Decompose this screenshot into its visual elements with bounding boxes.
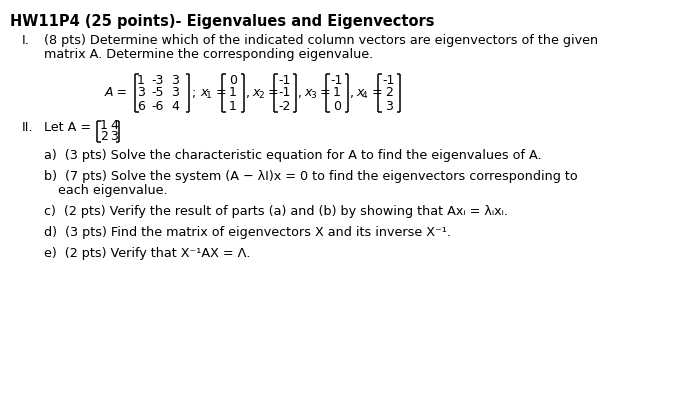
Text: ,: , xyxy=(350,87,354,100)
Text: x: x xyxy=(252,87,260,100)
Text: 4: 4 xyxy=(110,119,118,132)
Text: 1: 1 xyxy=(229,100,237,113)
Text: -3: -3 xyxy=(152,74,164,87)
Text: each eigenvalue.: each eigenvalue. xyxy=(58,184,167,197)
Text: 3: 3 xyxy=(171,87,179,100)
Text: -1: -1 xyxy=(331,74,343,87)
Text: =: = xyxy=(264,87,279,100)
Text: =: = xyxy=(316,87,330,100)
Text: 3: 3 xyxy=(385,100,393,113)
Text: -2: -2 xyxy=(279,100,291,113)
Text: x: x xyxy=(200,87,207,100)
Text: 2: 2 xyxy=(258,92,264,100)
Text: 0: 0 xyxy=(229,74,237,87)
Text: c)  (2 pts) Verify the result of parts (a) and (b) by showing that Axᵢ = λᵢxᵢ.: c) (2 pts) Verify the result of parts (a… xyxy=(44,205,508,218)
Text: 2: 2 xyxy=(385,87,393,100)
Text: -1: -1 xyxy=(383,74,395,87)
Text: a)  (3 pts) Solve the characteristic equation for A to find the eigenvalues of A: a) (3 pts) Solve the characteristic equa… xyxy=(44,149,542,162)
Text: 4: 4 xyxy=(171,100,179,113)
Text: Let A =: Let A = xyxy=(44,121,91,134)
Text: 4: 4 xyxy=(362,92,368,100)
Text: -1: -1 xyxy=(279,87,291,100)
Text: 6: 6 xyxy=(137,100,145,113)
Text: -5: -5 xyxy=(152,87,164,100)
Text: 1: 1 xyxy=(100,119,108,132)
Text: (8 pts) Determine which of the indicated column vectors are eigenvectors of the : (8 pts) Determine which of the indicated… xyxy=(44,34,598,47)
Text: HW11P4 (25 points)- Eigenvalues and Eigenvectors: HW11P4 (25 points)- Eigenvalues and Eige… xyxy=(10,14,435,29)
Text: A =: A = xyxy=(105,87,128,100)
Text: 0: 0 xyxy=(333,100,341,113)
Text: ;: ; xyxy=(192,87,196,100)
Text: 1: 1 xyxy=(333,87,341,100)
Text: I.: I. xyxy=(22,34,30,47)
Text: II.: II. xyxy=(22,121,34,134)
Text: b)  (7 pts) Solve the system (A − λI)x = 0 to find the eigenvectors correspondin: b) (7 pts) Solve the system (A − λI)x = … xyxy=(44,170,578,183)
Text: 2: 2 xyxy=(100,130,108,143)
Text: 1: 1 xyxy=(206,92,211,100)
Text: 1: 1 xyxy=(229,87,237,100)
Text: 3: 3 xyxy=(110,130,118,143)
Text: 3: 3 xyxy=(171,74,179,87)
Text: =: = xyxy=(212,87,227,100)
Text: ,: , xyxy=(246,87,250,100)
Text: 3: 3 xyxy=(137,87,145,100)
Text: =: = xyxy=(368,87,383,100)
Text: x: x xyxy=(356,87,363,100)
Text: matrix A. Determine the corresponding eigenvalue.: matrix A. Determine the corresponding ei… xyxy=(44,48,373,61)
Text: e)  (2 pts) Verify that X⁻¹AX = Λ.: e) (2 pts) Verify that X⁻¹AX = Λ. xyxy=(44,247,251,260)
Text: d)  (3 pts) Find the matrix of eigenvectors X and its inverse X⁻¹.: d) (3 pts) Find the matrix of eigenvecto… xyxy=(44,226,451,239)
Text: -6: -6 xyxy=(152,100,164,113)
Text: x: x xyxy=(304,87,312,100)
Text: 3: 3 xyxy=(310,92,316,100)
Text: -1: -1 xyxy=(279,74,291,87)
Text: 1: 1 xyxy=(137,74,145,87)
Text: ,: , xyxy=(298,87,302,100)
